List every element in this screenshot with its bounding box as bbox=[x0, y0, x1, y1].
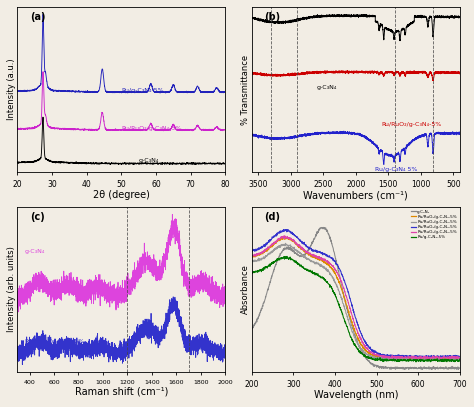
X-axis label: 2θ (degree): 2θ (degree) bbox=[93, 190, 150, 200]
Legend: g-C₃N₄, Ru/RuO₂/g-C₃N₄-5%, Ru/RuO₂/g-C₃N₄-5%, Ru/RuO₂/g-C₃N₄-5%, Ru/RuO₂/g-C₃N₄-: g-C₃N₄, Ru/RuO₂/g-C₃N₄-5%, Ru/RuO₂/g-C₃N… bbox=[410, 209, 458, 240]
Text: (a): (a) bbox=[30, 12, 46, 22]
Text: Ru/RuO₂/g-C₃N₄-5%: Ru/RuO₂/g-C₃N₄-5% bbox=[382, 122, 442, 127]
Text: g-C₃N₄: g-C₃N₄ bbox=[25, 249, 45, 254]
Text: Ru/RuO₂/g-C₃N₄-5%: Ru/RuO₂/g-C₃N₄-5% bbox=[25, 339, 85, 344]
X-axis label: Wavelength (nm): Wavelength (nm) bbox=[313, 390, 398, 400]
Text: (d): (d) bbox=[264, 212, 280, 222]
Text: Ru/g-C₃N₄ 5%: Ru/g-C₃N₄ 5% bbox=[375, 167, 418, 172]
X-axis label: Wavenumbers (cm⁻¹): Wavenumbers (cm⁻¹) bbox=[303, 190, 408, 200]
Text: g-C₃N₄: g-C₃N₄ bbox=[138, 158, 159, 164]
Text: Ru/g-C₃N₄-5%: Ru/g-C₃N₄-5% bbox=[121, 88, 164, 93]
Text: g-C₃N₄: g-C₃N₄ bbox=[317, 85, 337, 90]
X-axis label: Raman shift (cm⁻¹): Raman shift (cm⁻¹) bbox=[74, 386, 168, 396]
Text: (c): (c) bbox=[30, 212, 45, 222]
Y-axis label: Absorbance: Absorbance bbox=[241, 265, 250, 315]
Y-axis label: Intensity (a.u.): Intensity (a.u.) bbox=[7, 59, 16, 120]
Text: (b): (b) bbox=[264, 12, 281, 22]
Text: Ru/RuO₂/g-C₃N₄-5%: Ru/RuO₂/g-C₃N₄-5% bbox=[121, 126, 182, 131]
Y-axis label: % Transmittance: % Transmittance bbox=[241, 55, 250, 125]
Y-axis label: Intensity (arb. units): Intensity (arb. units) bbox=[7, 247, 16, 333]
